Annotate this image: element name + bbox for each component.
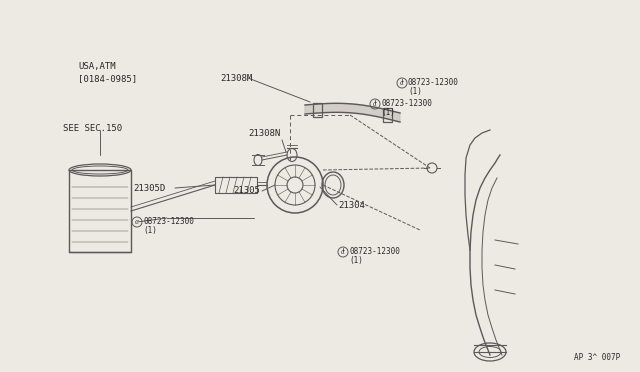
Text: 21305D: 21305D (133, 184, 165, 193)
Text: 21304: 21304 (338, 201, 365, 210)
Bar (69, 170, 131, 252)
Text: USA,ATM
[0184-0985]: USA,ATM [0184-0985] (78, 62, 137, 83)
Text: C: C (341, 250, 345, 254)
Text: (1): (1) (349, 256, 363, 264)
Text: 21305: 21305 (233, 186, 260, 195)
Text: SEE SEC.150: SEE SEC.150 (63, 124, 122, 133)
Text: 08723-12300: 08723-12300 (349, 247, 400, 256)
Text: 08723-12300: 08723-12300 (143, 217, 194, 225)
Text: C: C (373, 102, 377, 106)
Text: 08723-12300: 08723-12300 (408, 77, 459, 87)
Text: AP 3^ 007P: AP 3^ 007P (573, 353, 620, 362)
Text: 21308N: 21308N (248, 129, 280, 138)
Text: (1): (1) (143, 225, 157, 234)
Polygon shape (305, 103, 400, 122)
Text: C: C (135, 219, 139, 224)
Text: (1): (1) (408, 87, 422, 96)
Text: 21308M: 21308M (220, 74, 252, 83)
Bar (215, 177, 257, 193)
Text: C: C (400, 80, 404, 86)
Bar (383, 108, 392, 122)
Bar (313, 103, 322, 117)
Text: 08723-12300: 08723-12300 (381, 99, 432, 108)
Text: (1): (1) (381, 108, 395, 116)
